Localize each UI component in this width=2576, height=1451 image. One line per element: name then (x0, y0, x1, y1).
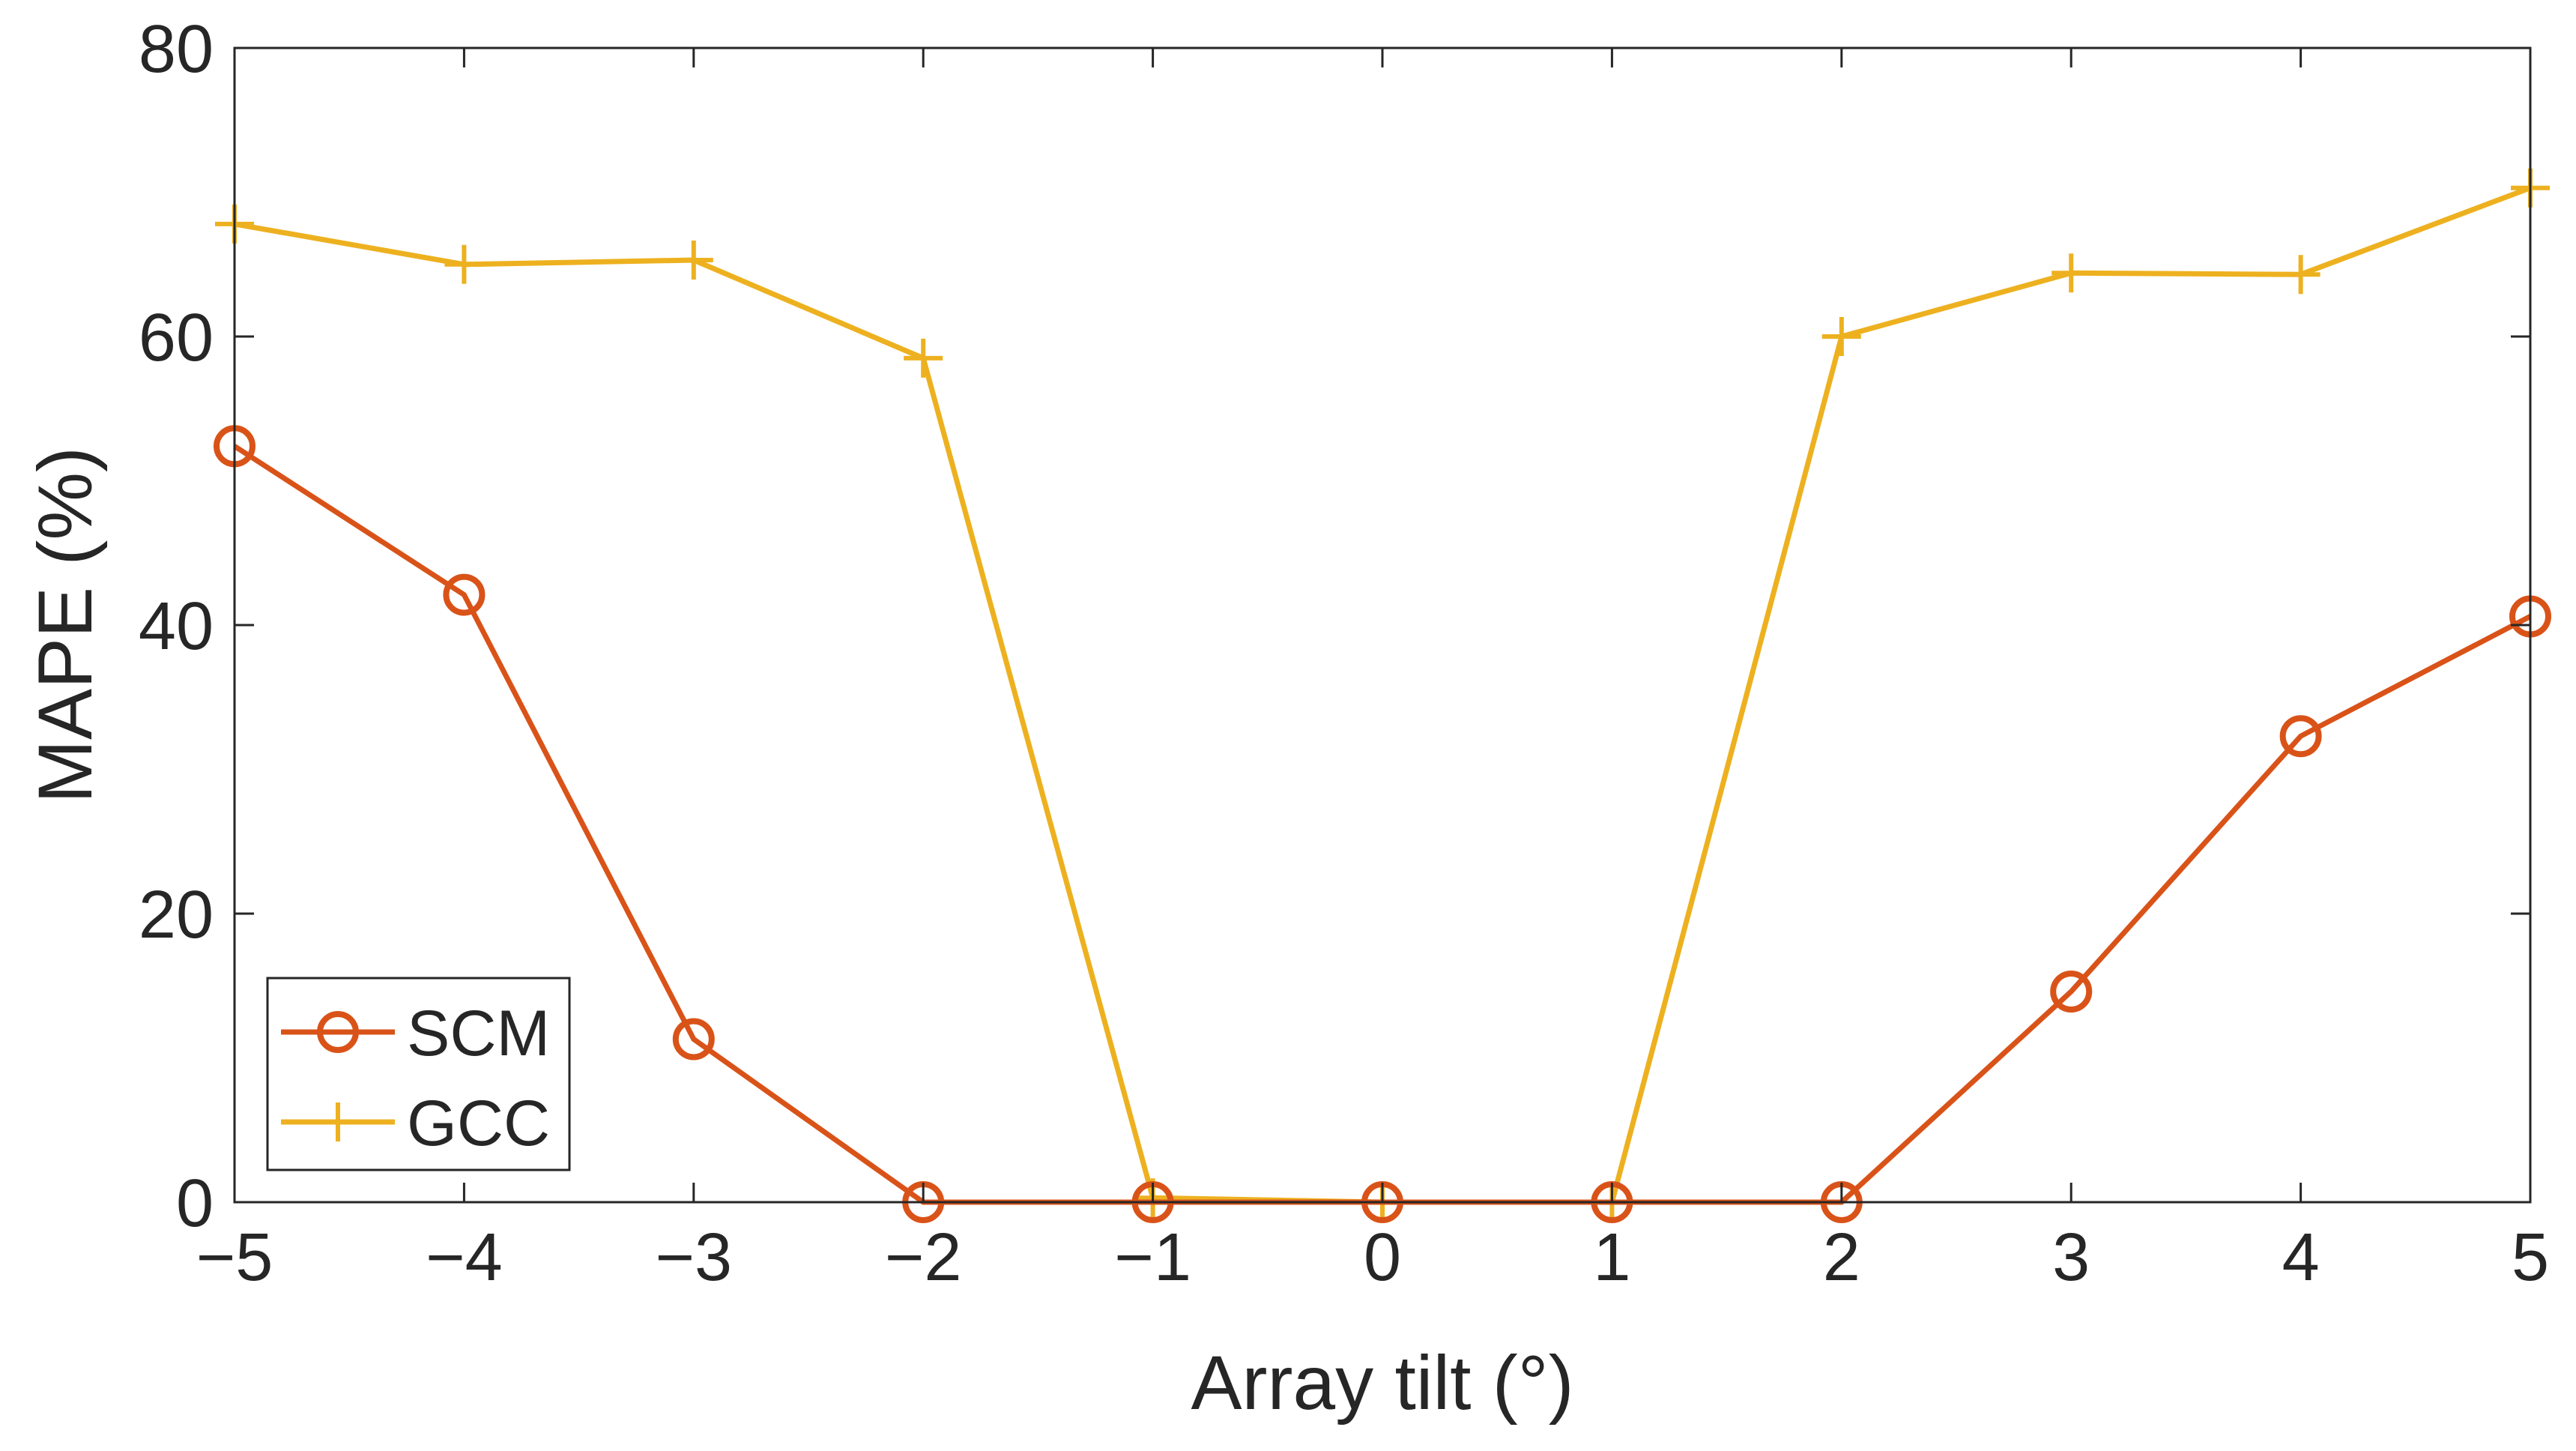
legend-item-scm: SCM (281, 998, 550, 1070)
legend-label-gcc: GCC (407, 1088, 550, 1159)
y-axis-label: MAPE (%) (22, 447, 108, 803)
legend-box (266, 977, 571, 1171)
x-tick-label: −1 (1114, 1220, 1191, 1295)
x-tick-label: −4 (426, 1220, 503, 1295)
data-point-gcc (2052, 253, 2091, 293)
x-axis-ticks: −5 −4 −3 −2 −1 0 1 2 3 4 5 (196, 48, 2549, 1295)
data-point-gcc (904, 338, 943, 378)
legend-items: SCM GCC (281, 998, 550, 1159)
data-point-scm (2050, 970, 2093, 1013)
x-tick-label: −2 (885, 1220, 962, 1295)
legend: SCM GCC (266, 977, 571, 1171)
legend-marker-scm (317, 1011, 359, 1053)
y-axis-ticks: 0 20 40 60 80 (139, 12, 2530, 1241)
data-point-gcc (2281, 255, 2320, 295)
y-tick-label: 40 (139, 589, 214, 664)
y-tick-label: 60 (139, 301, 214, 375)
data-point-scm (672, 1018, 715, 1061)
data-point-gcc (1821, 317, 1861, 356)
legend-marker-gcc (318, 1102, 357, 1141)
x-axis-label: Array tilt (°) (1191, 1340, 1573, 1426)
legend-label-scm: SCM (407, 998, 550, 1070)
x-tick-label: 1 (1593, 1220, 1630, 1295)
x-tick-label: 2 (1823, 1220, 1860, 1295)
y-tick-label: 80 (139, 12, 214, 87)
x-tick-label: 3 (2052, 1220, 2090, 1295)
x-tick-label: −3 (655, 1220, 732, 1295)
data-point-gcc (674, 240, 713, 280)
legend-item-gcc: GCC (281, 1088, 550, 1159)
x-tick-label: −5 (196, 1220, 273, 1295)
x-tick-label: 0 (1364, 1220, 1401, 1295)
y-tick-label: 0 (176, 1166, 214, 1241)
data-point-scm (2279, 715, 2322, 758)
data-point-gcc (444, 244, 484, 284)
x-tick-label: 5 (2512, 1220, 2549, 1295)
y-tick-label: 20 (139, 878, 214, 953)
data-point-scm (443, 573, 486, 616)
x-tick-label: 4 (2282, 1220, 2320, 1295)
